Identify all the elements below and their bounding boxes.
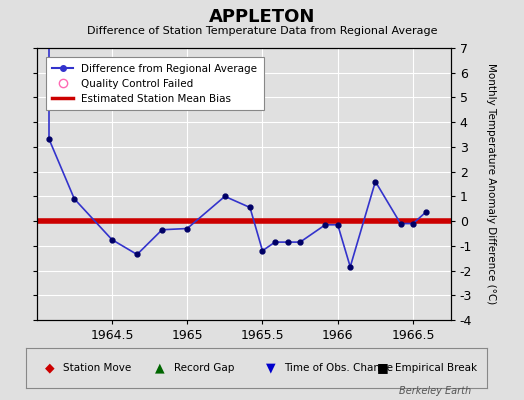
Text: Empirical Break: Empirical Break — [395, 363, 477, 373]
Text: APPLETON: APPLETON — [209, 8, 315, 26]
Text: Difference of Station Temperature Data from Regional Average: Difference of Station Temperature Data f… — [87, 26, 437, 36]
Text: ◆: ◆ — [45, 362, 54, 374]
Legend: Difference from Regional Average, Quality Control Failed, Estimated Station Mean: Difference from Regional Average, Qualit… — [46, 57, 264, 110]
Y-axis label: Monthly Temperature Anomaly Difference (°C): Monthly Temperature Anomaly Difference (… — [486, 63, 496, 305]
Text: Time of Obs. Change: Time of Obs. Change — [285, 363, 394, 373]
Text: Berkeley Earth: Berkeley Earth — [399, 386, 472, 396]
Text: ■: ■ — [377, 362, 388, 374]
Text: ▲: ▲ — [155, 362, 165, 374]
Text: Record Gap: Record Gap — [174, 363, 234, 373]
Text: ▼: ▼ — [266, 362, 276, 374]
Text: Station Move: Station Move — [63, 363, 132, 373]
